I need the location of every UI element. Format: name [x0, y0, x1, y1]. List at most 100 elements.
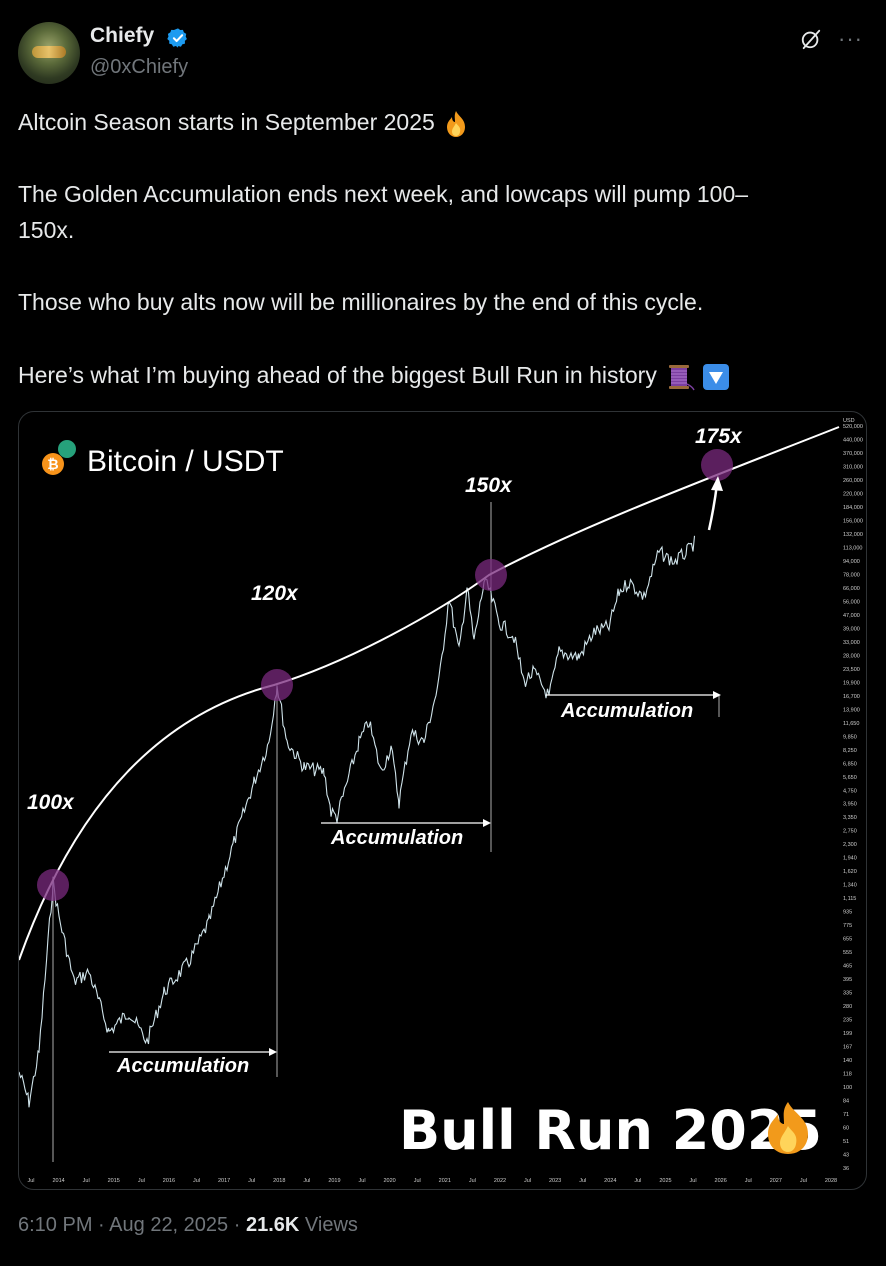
y-tick-label: 51 — [843, 1139, 849, 1145]
bull-run-watermark: Bull Run 2025 — [399, 1099, 822, 1162]
accumulation-label: Accumulation — [330, 827, 463, 849]
chart-title-group: ₿ Bitcoin / USDT — [42, 440, 284, 478]
tweet-line-2b: 150x. — [18, 217, 75, 243]
y-tick-label: 465 — [843, 964, 852, 970]
y-tick-label: 2,300 — [843, 842, 857, 848]
x-tick-label: 2014 — [52, 1178, 64, 1184]
views-label: Views — [304, 1214, 358, 1236]
y-tick-label: 8,250 — [843, 748, 857, 754]
tweet-line-4: Here’s what I’m buying ahead of the bigg… — [18, 358, 730, 392]
peak-marker — [701, 449, 733, 481]
accumulation-label: Accumulation — [560, 700, 693, 722]
y-tick-label: 520,000 — [843, 424, 863, 430]
x-tick-label: 2016 — [163, 1178, 175, 1184]
y-tick-label: 1,940 — [843, 856, 857, 862]
y-tick-label: 6,850 — [843, 761, 857, 767]
x-tick-label: Jul — [690, 1178, 697, 1184]
y-tick-label: 5,650 — [843, 775, 857, 781]
y-tick-label: 39,000 — [843, 626, 860, 632]
multiplier-label: 100x — [27, 791, 75, 814]
x-tick-label: 2026 — [715, 1178, 727, 1184]
avatar-visor — [32, 46, 66, 58]
y-tick-label: 235 — [843, 1018, 852, 1024]
y-tick-label: 132,000 — [843, 532, 863, 538]
y-tick-label: 167 — [843, 1045, 852, 1051]
y-tick-label: 56,000 — [843, 599, 860, 605]
peak-marker — [475, 559, 507, 591]
tweet-media[interactable]: ₿ Bitcoin / USDT USD 520,000 440,000 370,00… — [18, 411, 867, 1190]
y-tick-label: 310,000 — [843, 464, 863, 470]
y-tick-label: 33,000 — [843, 640, 860, 646]
y-tick-label: 3,950 — [843, 802, 857, 808]
y-tick-label: 1,115 — [843, 896, 856, 902]
y-tick-label: 4,750 — [843, 788, 857, 794]
y-tick-label: 555 — [843, 950, 852, 956]
x-tick-label: 2025 — [659, 1178, 671, 1184]
y-tick-label: 440,000 — [843, 437, 863, 443]
bitcoin-logo-icon — [42, 453, 64, 475]
y-tick-label: 184,000 — [843, 505, 863, 511]
y-tick-label: 78,000 — [843, 572, 860, 578]
x-tick-label: 2015 — [108, 1178, 120, 1184]
x-tick-label: Jul — [469, 1178, 476, 1184]
y-tick-label: 28,000 — [843, 653, 860, 659]
x-tick-label: 2028 — [825, 1178, 837, 1184]
x-tick-label: Jul — [303, 1178, 310, 1184]
x-tick-label: Jul — [579, 1178, 586, 1184]
y-tick-label: 2,750 — [843, 829, 857, 835]
tether-logo-icon — [58, 440, 76, 458]
y-tick-label: 935 — [843, 910, 852, 916]
y-tick-label: 47,000 — [843, 613, 860, 619]
y-tick-label: 370,000 — [843, 451, 863, 457]
y-tick-label: 199 — [843, 1031, 852, 1037]
multiplier-label: 175x — [695, 425, 743, 448]
target-arrow-head — [711, 476, 723, 491]
x-tick-label: Jul — [83, 1178, 90, 1184]
price-line — [19, 535, 696, 1108]
x-tick-label: Jul — [524, 1178, 531, 1184]
y-axis-unit: USD — [843, 418, 855, 424]
x-tick-label: 2019 — [328, 1178, 340, 1184]
y-tick-label: 140 — [843, 1058, 852, 1064]
more-icon[interactable]: ··· — [838, 26, 863, 51]
x-tick-label: 2018 — [273, 1178, 285, 1184]
y-tick-label: 66,000 — [843, 586, 860, 592]
y-tick-label: 395 — [843, 977, 852, 983]
x-tick-label: Jul — [800, 1178, 807, 1184]
tweet-line-3: Those who buy alts now will be millionai… — [18, 289, 704, 315]
target-arrow-line — [707, 483, 719, 531]
x-tick-label: Jul — [745, 1178, 752, 1184]
x-tick-label: Jul — [193, 1178, 200, 1184]
y-tick-label: 23,500 — [843, 667, 860, 673]
x-tick-label: 2023 — [549, 1178, 561, 1184]
author-name[interactable]: Chiefy — [90, 24, 155, 47]
grok-icon[interactable] — [800, 28, 822, 50]
x-tick-label: Jul — [359, 1178, 366, 1184]
multiplier-labels: 100x 120x 150x 175x — [27, 425, 743, 814]
tweet-date[interactable]: Aug 22, 2025 — [109, 1214, 229, 1236]
y-tick-label: 71 — [843, 1112, 849, 1118]
accumulation-arrow-head — [269, 1048, 277, 1056]
tweet-meta: 6:10 PM · Aug 22, 2025 · 21.6K Views — [18, 1214, 358, 1237]
y-tick-label: 16,700 — [843, 694, 860, 700]
accumulation-label: Accumulation — [116, 1055, 249, 1077]
tweet-line-2a: The Golden Accumulation ends next week, … — [18, 181, 749, 207]
author-handle[interactable]: @0xChiefy — [90, 56, 189, 78]
y-tick-label: 335 — [843, 991, 852, 997]
y-tick-label: 775 — [843, 923, 852, 929]
avatar[interactable] — [18, 22, 80, 84]
y-tick-label: 260,000 — [843, 478, 863, 484]
peak-markers — [37, 449, 733, 901]
chart-title: Bitcoin / USDT — [87, 445, 284, 478]
y-tick-label: 100 — [843, 1085, 852, 1091]
y-tick-label: 9,850 — [843, 734, 857, 740]
x-tick-label: 2017 — [218, 1178, 230, 1184]
views-count: 21.6K — [245, 1214, 300, 1236]
tweet-time[interactable]: 6:10 PM — [18, 1214, 93, 1236]
multiplier-label: 120x — [251, 582, 299, 605]
y-tick-label: 13,900 — [843, 707, 860, 713]
y-tick-label: 11,650 — [843, 721, 859, 727]
x-tick-label: Jul — [27, 1178, 34, 1184]
